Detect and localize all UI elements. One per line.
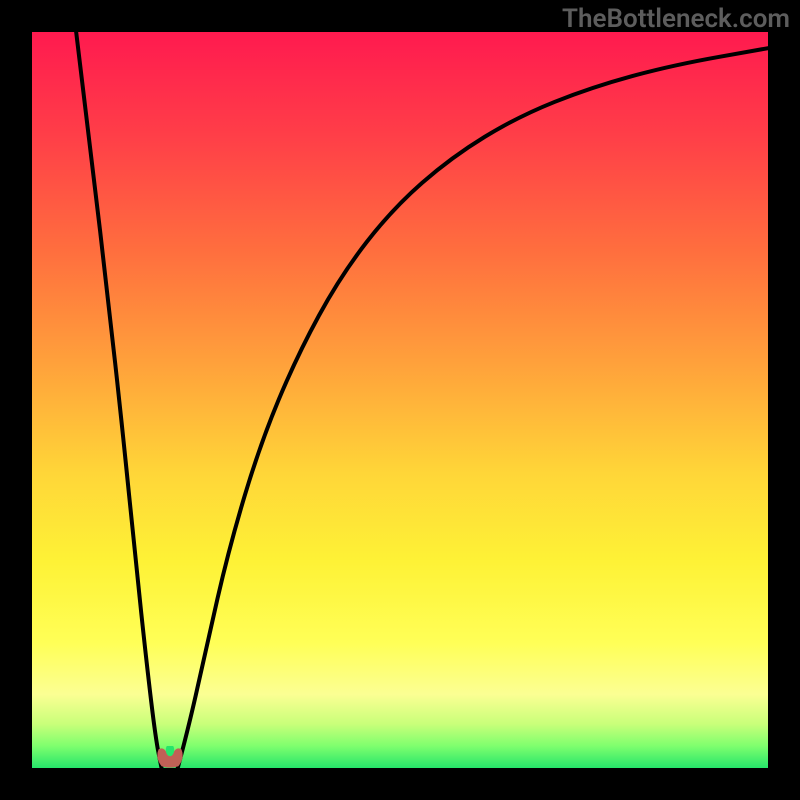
bottleneck-curve-svg (32, 32, 768, 768)
watermark-text: TheBottleneck.com (562, 4, 790, 34)
minimum-marker-icon (155, 746, 185, 768)
minimum-marker (155, 746, 185, 768)
image-frame: TheBottleneck.com (0, 0, 800, 800)
curve-right-branch (178, 48, 768, 768)
curve-left-branch (76, 32, 161, 768)
plot-area (32, 32, 768, 768)
